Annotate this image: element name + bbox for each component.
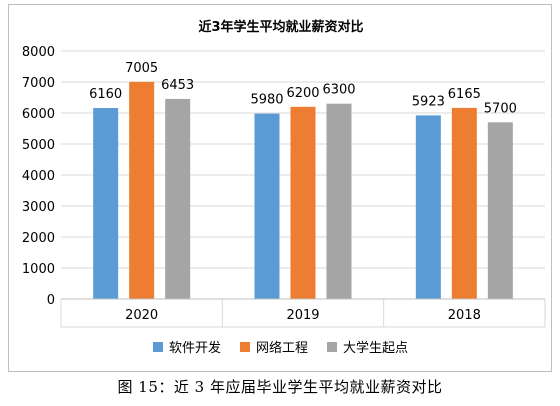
y-tick-label: 4000 — [22, 169, 55, 184]
y-tick-label: 8000 — [22, 45, 55, 60]
y-tick-label: 5000 — [22, 138, 55, 153]
data-label: 6160 — [89, 87, 122, 102]
bar — [93, 108, 119, 299]
x-tick-label: 2020 — [125, 308, 158, 323]
y-tick-label: 1000 — [22, 262, 55, 277]
data-label: 5980 — [250, 93, 283, 108]
chart-title: 近3年学生平均就业薪资对比 — [198, 19, 363, 35]
legend-swatch — [240, 342, 250, 352]
data-label: 5923 — [412, 94, 445, 109]
legend-label: 大学生起点 — [343, 340, 408, 356]
y-tick-label: 6000 — [22, 107, 55, 122]
figure-caption: 图 15：近 3 年应届毕业学生平均就业薪资对比 — [117, 378, 443, 396]
bar — [451, 107, 477, 299]
bar — [254, 113, 280, 300]
bar — [129, 81, 155, 299]
bar-chart: 近3年学生平均就业薪资对比 0 1000 2000 3000 4000 5000 6000 7… — [22, 19, 546, 356]
x-tick-label: 2019 — [286, 308, 319, 323]
data-label: 6453 — [161, 78, 194, 93]
data-label: 7005 — [125, 61, 158, 76]
bar — [326, 103, 352, 299]
y-tick-label: 3000 — [22, 200, 55, 215]
y-tick-label: 2000 — [22, 231, 55, 246]
legend-swatch — [327, 342, 337, 352]
legend-label: 软件开发 — [169, 340, 221, 356]
bar — [165, 98, 191, 299]
bar — [487, 122, 513, 299]
y-tick-label: 7000 — [22, 76, 55, 91]
data-label: 6165 — [448, 87, 481, 102]
x-tick-label: 2018 — [448, 308, 481, 323]
data-label: 6300 — [322, 83, 355, 98]
legend-swatch — [153, 342, 163, 352]
data-label: 6200 — [286, 86, 319, 101]
legend-label: 网络工程 — [256, 340, 308, 356]
bar — [290, 106, 316, 299]
y-tick-label: 0 — [47, 293, 55, 308]
chart-frame: 近3年学生平均就业薪资对比 0 1000 2000 3000 4000 5000 6000 7… — [8, 4, 552, 372]
data-label: 5700 — [484, 101, 517, 116]
bar — [415, 115, 441, 300]
